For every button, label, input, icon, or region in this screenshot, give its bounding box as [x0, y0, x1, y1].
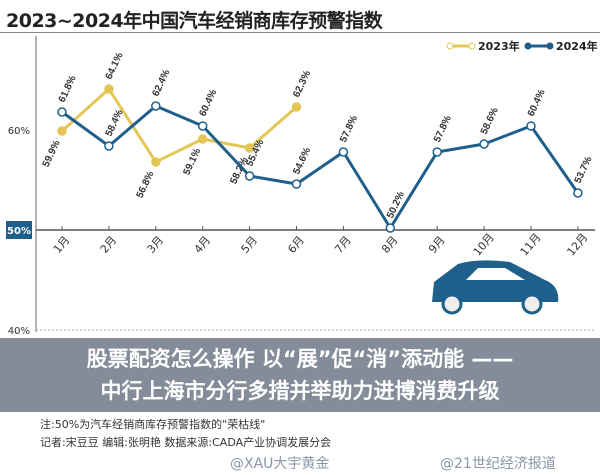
- data-point: [291, 179, 302, 189]
- data-label: 55.4%: [244, 138, 266, 168]
- x-tick-label: 11月: [518, 231, 544, 259]
- watermark: @21世纪经济报道: [440, 456, 556, 472]
- data-label: 60.4%: [526, 88, 548, 118]
- legend-marker: [468, 42, 476, 50]
- headline-banner[interactable]: 股票配资怎么操作 以“展”促“消”添动能 —— 中行上海市分行多措并举助力进博消…: [0, 338, 600, 412]
- y-tick-label: 40%: [8, 326, 30, 337]
- x-tick-label: 2月: [98, 234, 120, 256]
- x-tick-label: 7月: [332, 234, 354, 256]
- data-label: 57.8%: [432, 114, 454, 144]
- x-tick-label: 1月: [51, 234, 73, 256]
- data-point: [385, 223, 396, 233]
- x-tick-label: 12月: [565, 231, 591, 259]
- legend-label: 2023年: [478, 39, 520, 53]
- data-label: 64.1%: [104, 51, 126, 81]
- x-tick-label: 10月: [471, 231, 497, 259]
- data-point: [151, 157, 161, 167]
- x-tick-label: 8月: [379, 234, 401, 256]
- data-label: 53.7%: [573, 155, 595, 185]
- data-point: [244, 143, 255, 153]
- data-label: 59.1%: [181, 147, 203, 177]
- data-point: [57, 107, 67, 117]
- data-label: 60.4%: [197, 88, 219, 118]
- x-tick-label: 5月: [238, 234, 260, 256]
- chart-note: 注:50%为汽车经销商库存预警指数的"荣枯线": [40, 418, 266, 431]
- x-tick-label: 9月: [426, 234, 448, 256]
- data-label: 58.6%: [479, 106, 501, 136]
- series-line-2023年: [60, 86, 298, 164]
- data-point: [197, 121, 208, 131]
- chart-credit: 记者:宋豆豆 编辑:张明艳 数据来源:CADA产业协调发展分会: [40, 436, 332, 449]
- x-tick-label: 3月: [145, 234, 167, 256]
- y-tick-highlight: [6, 221, 32, 239]
- headline-line-1: 股票配资怎么操作 以“展”促“消”添动能 ——: [86, 347, 514, 371]
- legend-label: 2024年: [556, 39, 598, 53]
- data-label: 57.8%: [338, 114, 360, 144]
- car-wheel: [441, 293, 463, 315]
- data-point: [526, 121, 536, 131]
- car-icon: [432, 260, 559, 315]
- data-point: [57, 126, 67, 136]
- data-label: 56.8%: [135, 170, 157, 200]
- chart-title: 2023~2024年中国汽车经销商库存预警指数: [6, 10, 383, 32]
- x-tick-label: 4月: [192, 234, 214, 256]
- data-point: [432, 147, 442, 157]
- series-line-2024年: [61, 104, 580, 231]
- watermark: @XAU大宇黄金: [230, 456, 330, 472]
- data-point: [479, 139, 489, 149]
- data-label: 62.4%: [151, 68, 173, 98]
- y-tick-label: 50%: [7, 226, 31, 237]
- legend-marker: [524, 42, 532, 50]
- data-point: [151, 101, 161, 111]
- car-wheel: [521, 293, 543, 315]
- car-window: [466, 268, 525, 280]
- headline-line-2: 中行上海市分行多措并举助力进博消费升级: [100, 379, 500, 403]
- data-point: [104, 84, 114, 94]
- data-label: 54.6%: [291, 146, 313, 176]
- y-tick-label: 60%: [8, 126, 30, 137]
- data-label: 61.8%: [57, 74, 79, 104]
- data-label: 59.9%: [41, 139, 63, 169]
- x-tick-label: 6月: [285, 234, 307, 256]
- car-body: [432, 260, 559, 302]
- legend-marker: [546, 42, 554, 50]
- data-point: [573, 188, 583, 198]
- title-divider: [0, 32, 600, 33]
- data-point: [197, 134, 208, 144]
- data-point: [338, 147, 349, 157]
- data-point: [104, 141, 114, 151]
- data-point: [244, 171, 255, 181]
- data-label: 62.3%: [291, 69, 313, 99]
- legend-marker: [446, 42, 454, 50]
- data-point: [291, 102, 302, 112]
